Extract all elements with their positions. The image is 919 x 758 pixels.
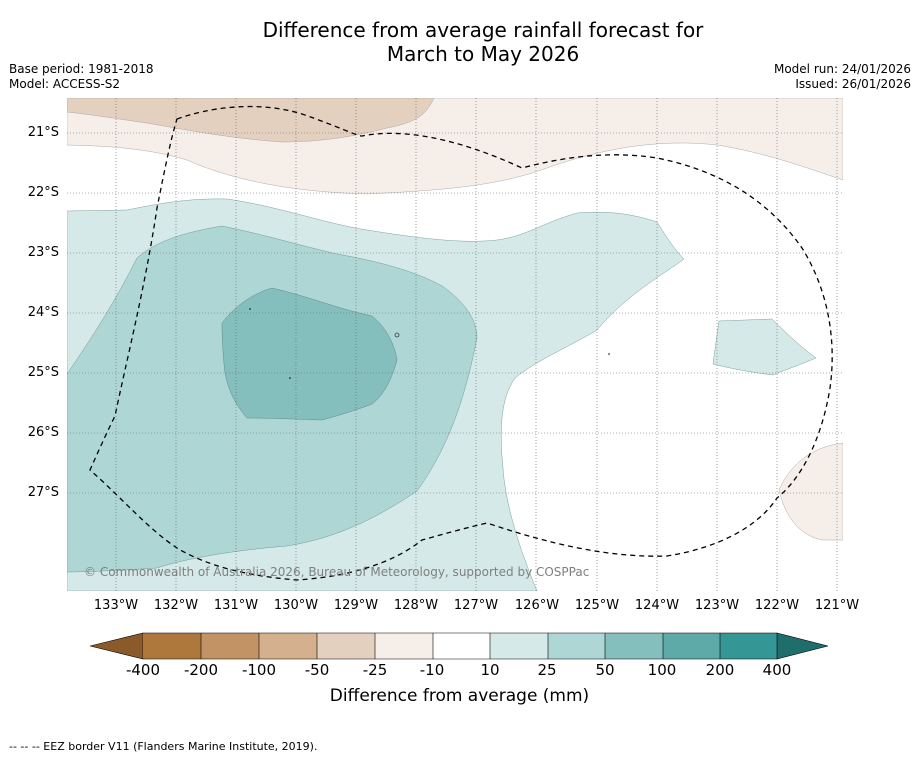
colorbar-tick-label: -10: [419, 661, 445, 679]
latitude-label: 26°S: [27, 425, 59, 440]
colorbar-segment: [720, 633, 777, 659]
metadata-left: Base period: 1981-2018 Model: ACCESS-S2: [9, 62, 154, 92]
base-period-label: Base period: 1981-2018: [9, 62, 154, 76]
colorbar-tick-label: 50: [595, 661, 615, 679]
colorbar-segment: [490, 633, 548, 659]
longitude-label: 132°W: [153, 598, 199, 613]
model-label: Model: ACCESS-S2: [9, 77, 121, 91]
longitude-label: 124°W: [634, 598, 680, 613]
longitude-label: 121°W: [814, 598, 860, 613]
colorbar-segment: [317, 633, 375, 659]
title-line-1: Difference from average rainfall forecas…: [262, 18, 704, 42]
eez-footnote: -- -- -- EEZ border V11 (Flanders Marine…: [9, 740, 318, 753]
map-svg: [67, 98, 843, 591]
colorbar-segment-below-min: [90, 632, 144, 660]
chart-title: Difference from average rainfall forecas…: [0, 18, 919, 66]
longitude-label: 129°W: [333, 598, 379, 613]
colorbar-tick-label: -400: [125, 661, 161, 679]
longitude-label: 125°W: [574, 598, 620, 613]
longitude-label: 130°W: [273, 598, 319, 613]
longitude-label: 126°W: [514, 598, 560, 613]
map-marker-ring: [394, 332, 400, 338]
longitude-label: 128°W: [393, 598, 439, 613]
map-marker-dot: [608, 353, 610, 355]
colorbar-tick-label: -50: [304, 661, 330, 679]
colorbar-segment-above-max: [776, 632, 829, 660]
colorbar-tick-label: -100: [241, 661, 277, 679]
contour-negative-50-25-top: [67, 98, 435, 143]
colorbar-segment: [433, 633, 490, 659]
metadata-right: Model run: 24/01/2026 Issued: 26/01/2026: [774, 62, 911, 92]
colorbar-tick-label: -25: [362, 661, 388, 679]
colorbar-tick-label: -200: [183, 661, 219, 679]
colorbar-tick-label: 400: [762, 661, 792, 679]
latitude-label: 21°S: [27, 125, 59, 140]
contour-positive-10-25-east-patch: [712, 318, 817, 376]
latitude-label: 25°S: [27, 365, 59, 380]
contour-positive-50-100: [221, 287, 398, 421]
map-marker-dot: [249, 308, 251, 310]
longitude-label: 133°W: [93, 598, 139, 613]
longitude-label: 123°W: [694, 598, 740, 613]
map-marker-dot: [289, 377, 291, 379]
colorbar-segment: [548, 633, 605, 659]
title-line-2: March to May 2026: [386, 42, 580, 66]
model-run-label: Model run: 24/01/2026: [773, 62, 911, 76]
colorbar: [90, 632, 829, 660]
contour-negative-25-10-right: [778, 442, 843, 541]
colorbar-dividers: [143, 632, 777, 660]
colorbar-tick-label: 10: [480, 661, 500, 679]
longitude-label: 127°W: [453, 598, 499, 613]
latitude-label: 22°S: [27, 185, 59, 200]
issued-label: Issued: 26/01/2026: [795, 77, 911, 91]
grid-lines: [67, 98, 843, 591]
copyright-notice: © Commonwealth of Australia 2026, Bureau…: [84, 565, 590, 579]
colorbar-segment: [375, 633, 433, 659]
longitude-label: 131°W: [213, 598, 259, 613]
longitude-label: 122°W: [754, 598, 800, 613]
colorbar-tick-label: 100: [647, 661, 677, 679]
colorbar-segment: [201, 633, 259, 659]
colorbar-segment: [143, 633, 201, 659]
rainfall-map: [67, 98, 843, 591]
colorbar-segment: [259, 633, 317, 659]
colorbar-segment: [605, 633, 663, 659]
colorbar-title: Difference from average (mm): [329, 686, 590, 706]
colorbar-tick-label: 25: [537, 661, 557, 679]
latitude-label: 24°S: [27, 305, 59, 320]
colorbar-tick-label: 200: [705, 661, 735, 679]
latitude-label: 27°S: [27, 485, 59, 500]
latitude-label: 23°S: [27, 245, 59, 260]
colorbar-segment: [663, 633, 720, 659]
